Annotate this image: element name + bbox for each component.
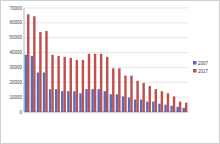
- bar: [176, 107, 178, 112]
- bar: [67, 91, 69, 112]
- bar: [158, 104, 160, 112]
- grid-line: [24, 8, 188, 9]
- bar: [170, 106, 172, 112]
- bar: [161, 91, 163, 112]
- chart-border: [1, 1, 220, 144]
- bar: [122, 96, 124, 112]
- bar: [45, 31, 47, 112]
- bar: [51, 55, 53, 112]
- bar: [79, 93, 81, 112]
- bar: [110, 94, 112, 112]
- bar: [179, 102, 181, 112]
- legend-swatch: [193, 69, 197, 73]
- bar: [104, 91, 106, 112]
- bar: [149, 86, 151, 112]
- bar: [100, 54, 102, 112]
- bar: [140, 100, 142, 112]
- legend-label: 2007: [198, 61, 209, 66]
- bar: [39, 32, 41, 112]
- bar: [73, 91, 75, 112]
- bars: [25, 14, 188, 112]
- legend-swatch: [193, 61, 197, 65]
- bar: [146, 102, 148, 112]
- bar: [130, 76, 132, 112]
- chart: 0 10000 20000 30000 40000 50000 60000 70000 2007…: [0, 0, 220, 144]
- bar: [134, 100, 136, 112]
- bar: [94, 54, 96, 112]
- bar: [88, 54, 90, 112]
- y-tick-label: 10000: [9, 95, 22, 100]
- bar: [116, 94, 118, 112]
- bar: [183, 108, 185, 112]
- bar: [85, 89, 87, 112]
- grid-line: [24, 22, 188, 23]
- y-tick-label: 30000: [9, 65, 22, 70]
- y-tick-label: 70000: [9, 6, 22, 11]
- bar: [70, 58, 72, 112]
- bar: [61, 91, 63, 112]
- legend-label: 2017: [198, 69, 209, 74]
- bar: [164, 105, 166, 112]
- bar: [31, 56, 33, 112]
- chart-root: 0 10000 20000 30000 40000 50000 60000 70000 2007…: [0, 0, 220, 144]
- y-axis: [24, 8, 25, 112]
- bar: [142, 83, 144, 112]
- bar: [91, 89, 93, 112]
- bar: [124, 76, 126, 112]
- bar: [76, 60, 78, 112]
- bar: [112, 68, 114, 112]
- bar: [173, 96, 175, 112]
- y-tick-label: 40000: [9, 50, 22, 55]
- bar: [33, 16, 35, 112]
- bar: [63, 57, 65, 112]
- grid-line: [24, 37, 188, 38]
- bar: [57, 56, 59, 112]
- y-tick-label: 50000: [9, 35, 22, 40]
- bar: [136, 81, 138, 112]
- bar: [27, 14, 29, 112]
- bar: [97, 89, 99, 112]
- bar: [167, 93, 169, 112]
- grid-line: [24, 52, 188, 53]
- bar: [152, 102, 154, 112]
- bar: [25, 55, 27, 112]
- bar: [118, 68, 120, 112]
- y-tick-label: 20000: [9, 80, 22, 85]
- y-tick-label: 60000: [9, 20, 22, 25]
- bar: [106, 57, 108, 112]
- bar: [185, 103, 187, 112]
- bar: [82, 60, 84, 112]
- bar: [37, 72, 39, 112]
- bar: [55, 89, 57, 112]
- bar: [49, 89, 51, 112]
- bar: [43, 72, 45, 112]
- y-tick-label: 0: [19, 110, 22, 115]
- bar: [155, 89, 157, 112]
- bar: [128, 97, 130, 112]
